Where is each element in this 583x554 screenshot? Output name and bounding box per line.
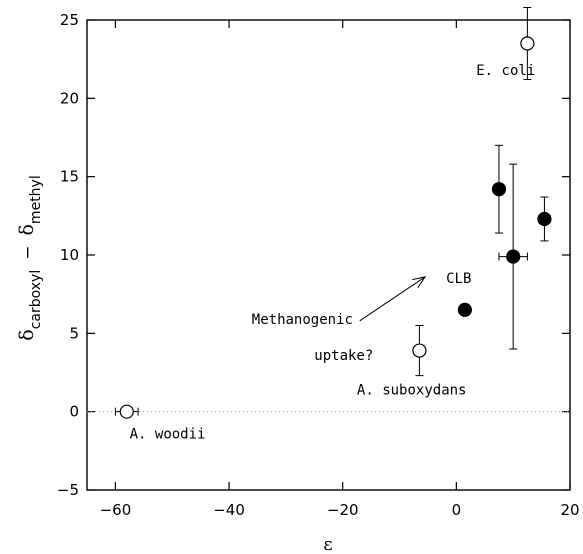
y-label-sub-carboxyl: carboxyl [28, 270, 44, 330]
y-tick-label: 10 [60, 246, 79, 264]
open-point [520, 36, 535, 51]
arrow-head [412, 276, 427, 288]
x-tick-label: 20 [560, 501, 579, 519]
x-tick-label: −60 [100, 501, 132, 519]
y-label-minus: − [18, 246, 38, 260]
filled-point [506, 249, 521, 264]
annotation-label: Methanogenic [252, 312, 353, 328]
filled-point [537, 211, 552, 227]
annotation-label: A. woodii [130, 426, 206, 442]
open-point [412, 343, 427, 358]
data-points [119, 36, 552, 419]
axis-ticks [87, 19, 571, 491]
annotation-label: uptake? [314, 348, 373, 364]
x-tick-labels: −60 −40 −20 0 20 [100, 501, 580, 519]
y-label-sub-methyl: methyl [28, 175, 44, 224]
y-tick-labels: −5 0 5 10 15 20 25 [57, 11, 79, 499]
y-tick-label: 15 [60, 168, 79, 186]
y-tick-label: 0 [69, 403, 79, 421]
x-axis-label: ε [323, 534, 332, 554]
methanogenic-arrow [359, 276, 427, 322]
y-label-delta-1: δ [16, 329, 38, 340]
y-tick-label: 5 [69, 324, 79, 342]
y-tick-label: 25 [60, 11, 79, 29]
filled-point [457, 302, 472, 317]
y-label-delta-2: δ [16, 224, 38, 235]
y-tick-label: −5 [57, 481, 79, 499]
plot-frame [86, 19, 571, 491]
annotation-label: CLB [446, 271, 471, 287]
x-tick-label: 0 [452, 501, 462, 519]
y-tick-label: 20 [60, 89, 79, 107]
y-axis-label: δcarboxyl−δmethyl [16, 175, 44, 340]
arrow-shaft [359, 276, 426, 322]
annotation-label: A. suboxydans [357, 382, 467, 398]
open-point [119, 404, 134, 419]
filled-point [491, 182, 507, 197]
annotations: E. coli CLB Methanogenic uptake? A. suboxyda… [130, 63, 536, 442]
annotation-label: E. coli [476, 63, 535, 79]
x-tick-label: −40 [213, 501, 245, 519]
x-tick-label: −20 [327, 501, 359, 519]
